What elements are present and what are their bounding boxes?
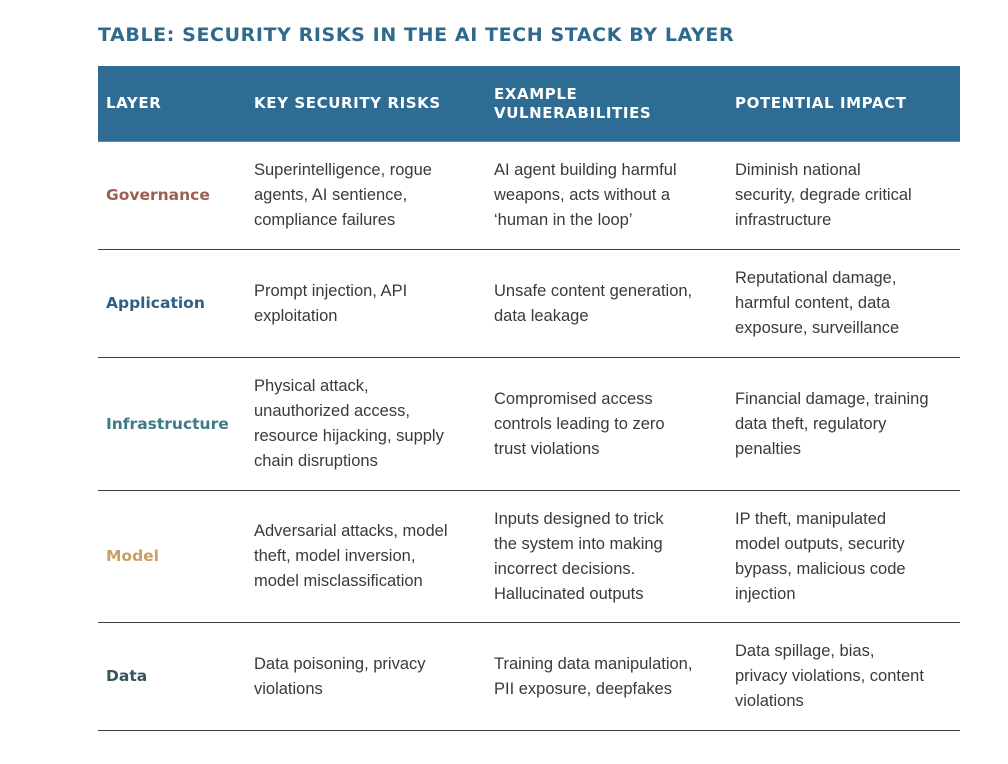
security-risks-table: LAYER KEY SECURITY RISKS EXAMPLE VULNERA… — [98, 66, 960, 731]
layer-infrastructure: Infrastructure — [106, 414, 229, 433]
risks-cell: Superintelligence, rogue agents, AI sent… — [254, 161, 432, 229]
header-example-vulnerabilities: EXAMPLE VULNERABILITIES — [494, 84, 652, 122]
vulnerabilities-cell: AI agent building harmful weapons, acts … — [494, 161, 677, 229]
vulnerabilities-cell: Training data manipulation, PII exposure… — [494, 654, 693, 698]
layer-application: Application — [106, 294, 205, 312]
table-row-governance: Governance Superintelligence, rogue agen… — [98, 142, 960, 250]
risks-cell: Adversarial attacks, model theft, model … — [254, 522, 448, 590]
impact-cell: Financial damage, training data theft, r… — [735, 389, 929, 458]
header-potential-impact: POTENTIAL IMPACT — [735, 94, 907, 112]
vulnerabilities-cell: Compromised access controls leading to z… — [494, 389, 665, 458]
table-header-row: LAYER KEY SECURITY RISKS EXAMPLE VULNERA… — [98, 66, 960, 142]
risks-cell: Prompt injection, API exploitation — [254, 281, 408, 325]
impact-cell: Data spillage, bias, privacy violations,… — [735, 642, 924, 710]
header-key-security-risks: KEY SECURITY RISKS — [254, 94, 441, 112]
table-title: TABLE: SECURITY RISKS IN THE AI TECH STA… — [98, 24, 735, 46]
impact-cell: IP theft, manipulated model outputs, sec… — [735, 509, 906, 603]
layer-model: Model — [106, 547, 159, 565]
layer-data: Data — [106, 667, 148, 685]
header-layer: LAYER — [106, 94, 162, 112]
risks-cell: Data poisoning, privacy violations — [254, 654, 426, 698]
vulnerabilities-cell: Unsafe content generation, data leakage — [494, 281, 693, 325]
layer-governance: Governance — [106, 186, 210, 204]
table-row-data: Data Data poisoning, privacy violations … — [98, 623, 960, 731]
impact-cell: Reputational damage, harmful content, da… — [735, 269, 900, 337]
table-row-application: Application Prompt injection, API exploi… — [98, 250, 960, 358]
table-row-model: Model Adversarial attacks, model theft, … — [98, 491, 960, 623]
impact-cell: Diminish national security, degrade crit… — [735, 161, 912, 229]
vulnerabilities-cell: Inputs designed to trick the system into… — [494, 509, 664, 603]
risks-cell: Physical attack, unauthorized access, re… — [254, 377, 444, 470]
table-row-infrastructure: Infrastructure Physical attack, unauthor… — [98, 358, 960, 491]
